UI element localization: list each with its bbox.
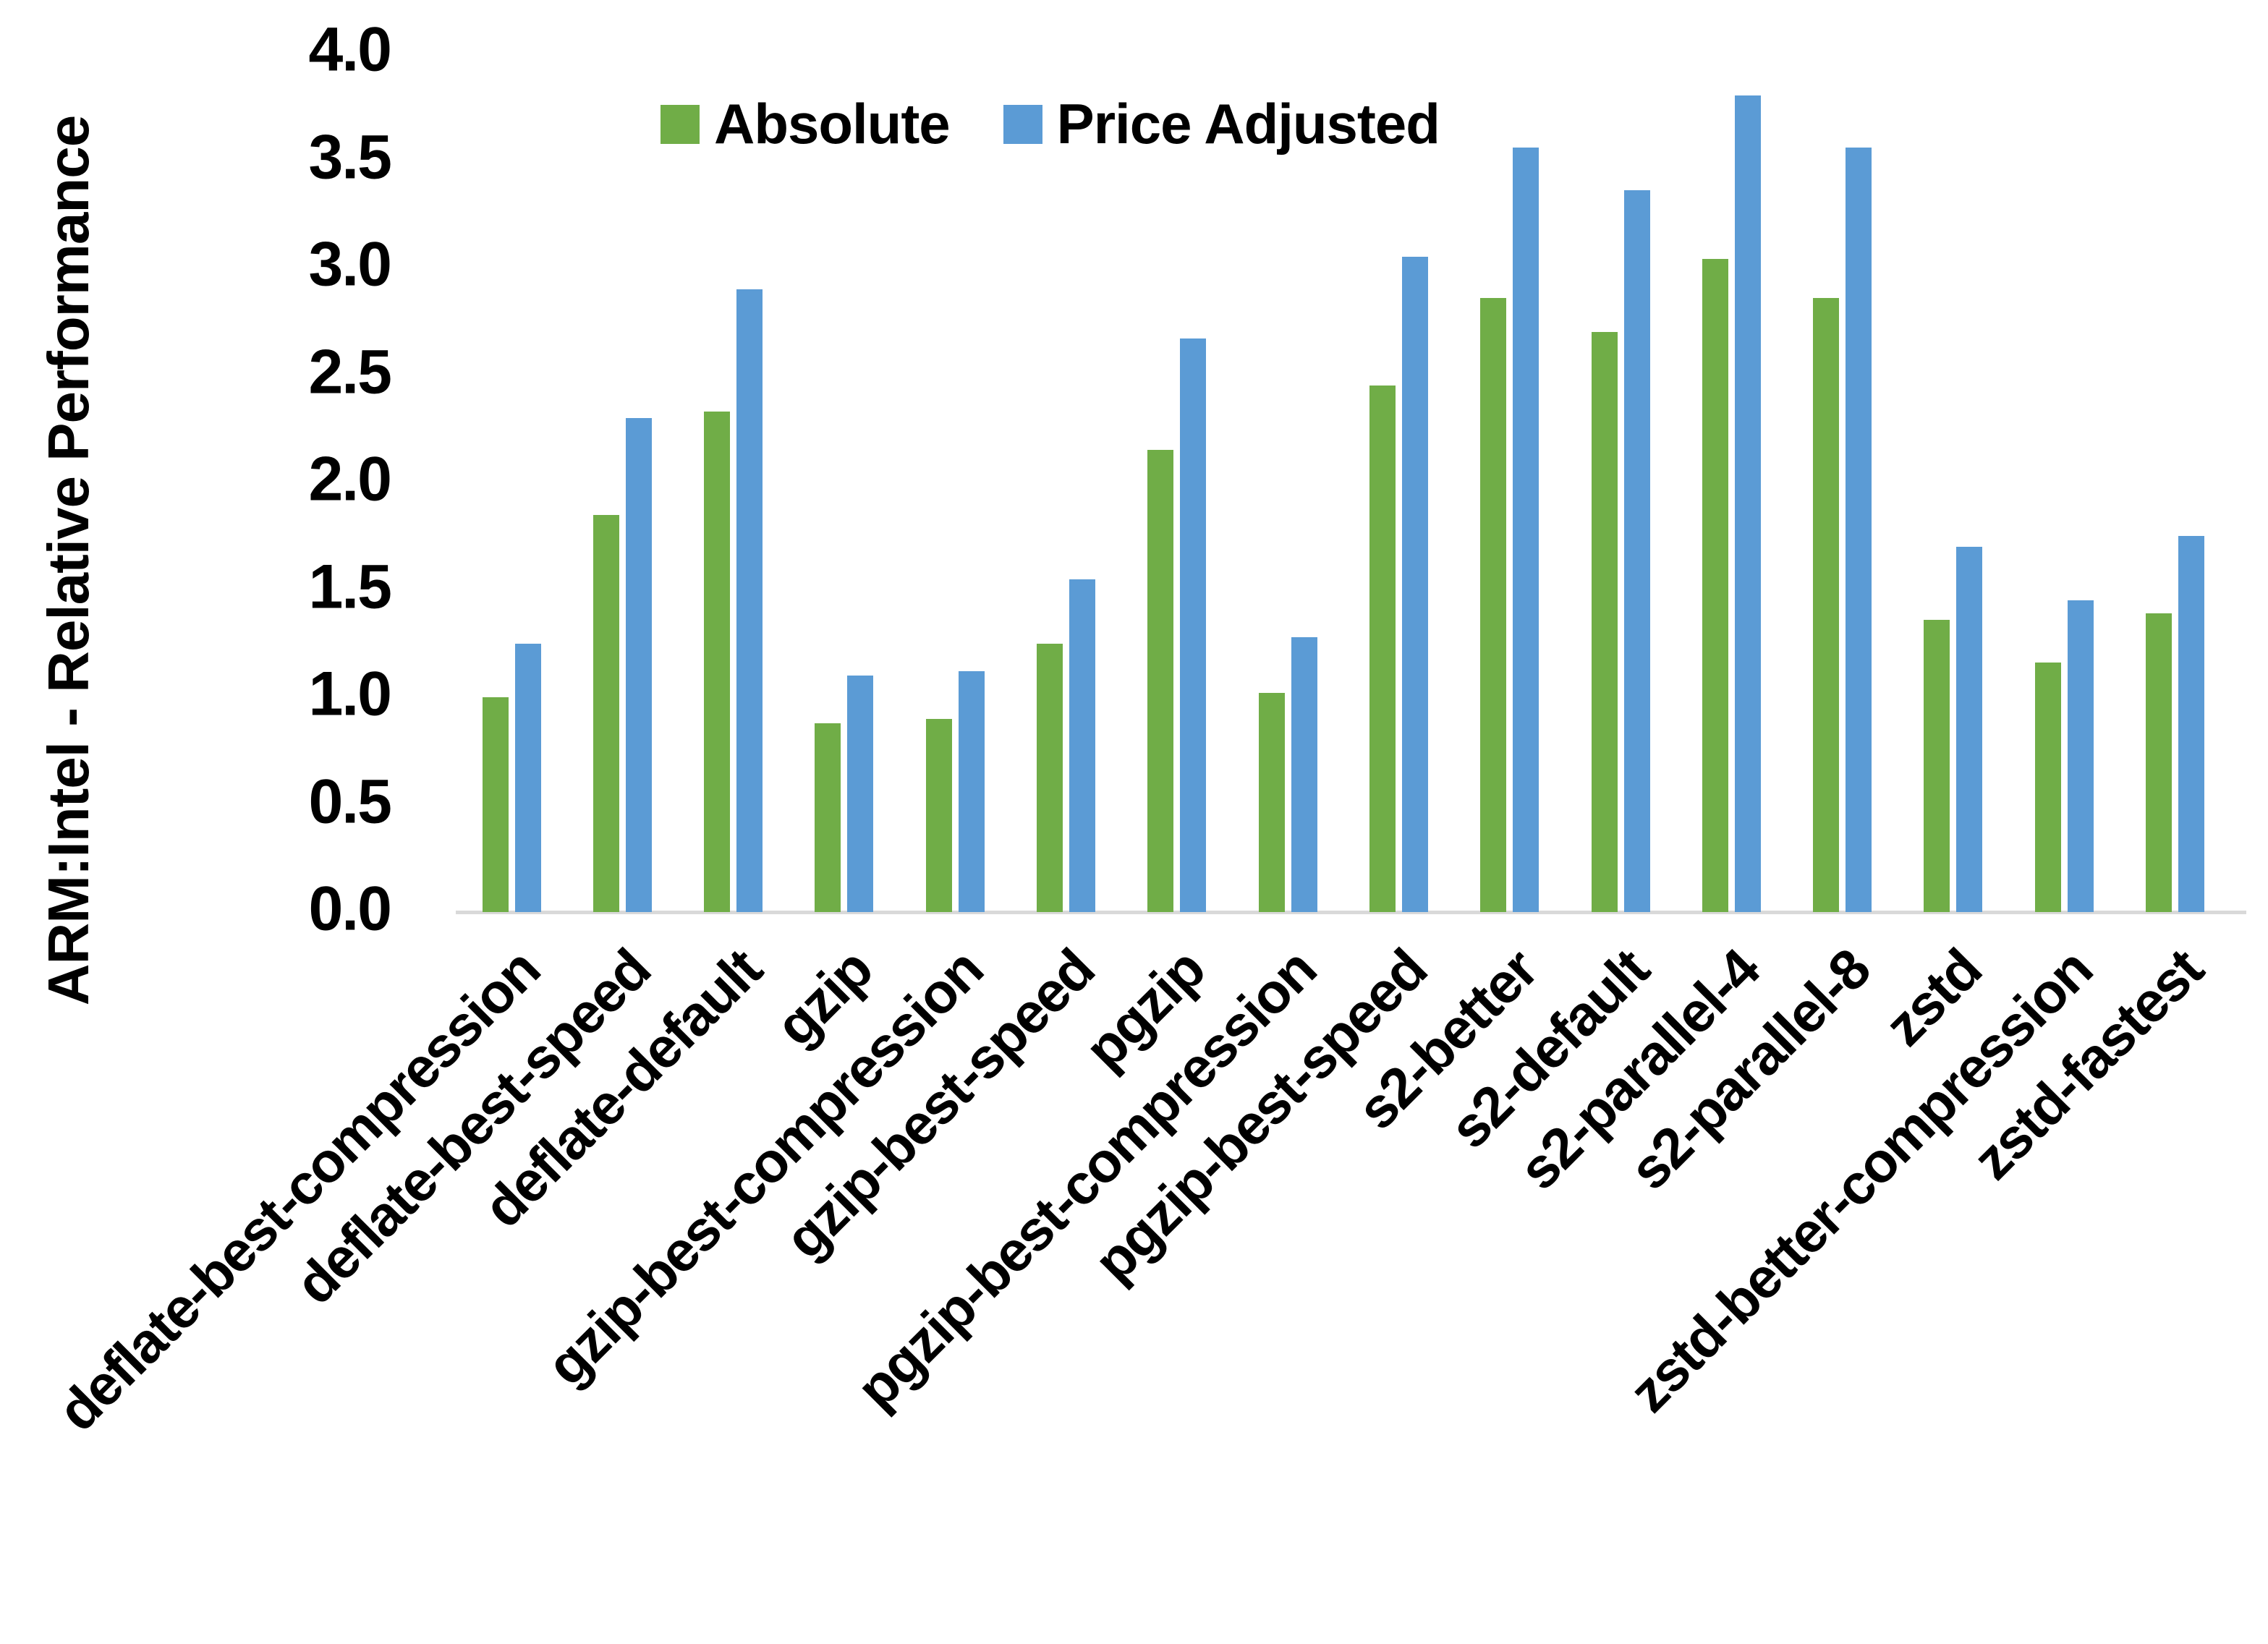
figure-border-right bbox=[2261, 0, 2268, 1644]
bar-price-adjusted-deflate-best-compression bbox=[514, 643, 541, 912]
legend-swatch-absolute bbox=[661, 104, 700, 144]
y-tick-label: 2.5 bbox=[308, 337, 392, 407]
bar-absolute-pgzip bbox=[1147, 450, 1174, 912]
y-tick-label: 3.0 bbox=[308, 229, 392, 299]
y-tick-label: 0.0 bbox=[308, 874, 392, 944]
bar-price-adjusted-s2-better bbox=[1513, 147, 1539, 912]
y-tick-label: 1.0 bbox=[308, 659, 392, 729]
bar-absolute-pgzip-best-compression bbox=[1258, 693, 1285, 912]
bar-price-adjusted-zstd-fastest bbox=[2178, 536, 2204, 912]
bar-absolute-s2-better bbox=[1480, 297, 1507, 912]
bar-price-adjusted-pgzip-best-compression bbox=[1291, 636, 1317, 912]
legend-swatch-price-adjusted bbox=[1003, 104, 1042, 144]
bar-absolute-gzip bbox=[815, 723, 841, 912]
bar-absolute-s2-parallel-8 bbox=[1813, 297, 1840, 912]
legend-item-price-adjusted: Price Adjusted bbox=[1003, 91, 1440, 157]
y-tick-label: 4.0 bbox=[308, 14, 392, 85]
y-tick-label: 3.5 bbox=[308, 122, 392, 192]
bar-absolute-gzip-best-compression bbox=[925, 718, 952, 912]
bar-price-adjusted-gzip-best-speed bbox=[1069, 579, 1095, 912]
x-axis-line bbox=[456, 911, 2246, 914]
bar-price-adjusted-gzip bbox=[847, 676, 874, 912]
y-tick-label: 0.5 bbox=[308, 767, 392, 837]
figure-border-bottom bbox=[0, 1637, 2268, 1644]
legend: Absolute Price Adjusted bbox=[661, 91, 1440, 157]
y-axis-title: ARM:Intel - Relative Performance bbox=[36, 115, 101, 1006]
bar-price-adjusted-deflate-default bbox=[736, 289, 763, 912]
bar-price-adjusted-zstd-better-compression bbox=[2067, 600, 2094, 912]
y-tick-label: 2.0 bbox=[308, 444, 392, 514]
bar-price-adjusted-s2-default bbox=[1623, 190, 1650, 912]
bar-price-adjusted-gzip-best-compression bbox=[958, 671, 985, 912]
bar-absolute-zstd-fastest bbox=[2146, 613, 2172, 912]
bar-absolute-gzip-best-speed bbox=[1037, 643, 1063, 912]
bar-absolute-deflate-best-compression bbox=[482, 697, 509, 912]
bar-absolute-zstd-better-compression bbox=[2034, 663, 2061, 912]
bar-price-adjusted-s2-parallel-8 bbox=[1846, 147, 1872, 912]
bar-price-adjusted-s2-parallel-4 bbox=[1734, 95, 1761, 912]
legend-label-absolute: Absolute bbox=[714, 92, 951, 156]
bar-absolute-s2-parallel-4 bbox=[1702, 259, 1728, 912]
legend-label-price-adjusted: Price Adjusted bbox=[1056, 92, 1440, 156]
bar-absolute-zstd bbox=[1924, 620, 1950, 912]
bar-absolute-deflate-best-speed bbox=[593, 514, 619, 912]
legend-item-absolute: Absolute bbox=[661, 91, 951, 157]
bar-price-adjusted-pgzip-best-speed bbox=[1401, 257, 1428, 912]
bar-absolute-pgzip-best-speed bbox=[1369, 386, 1396, 912]
bar-absolute-s2-default bbox=[1591, 332, 1618, 912]
y-tick-label: 1.5 bbox=[308, 552, 392, 622]
bar-price-adjusted-deflate-best-speed bbox=[625, 417, 652, 912]
bar-price-adjusted-pgzip bbox=[1180, 338, 1207, 912]
bar-price-adjusted-zstd bbox=[1956, 547, 1983, 912]
bar-absolute-deflate-default bbox=[704, 411, 731, 912]
